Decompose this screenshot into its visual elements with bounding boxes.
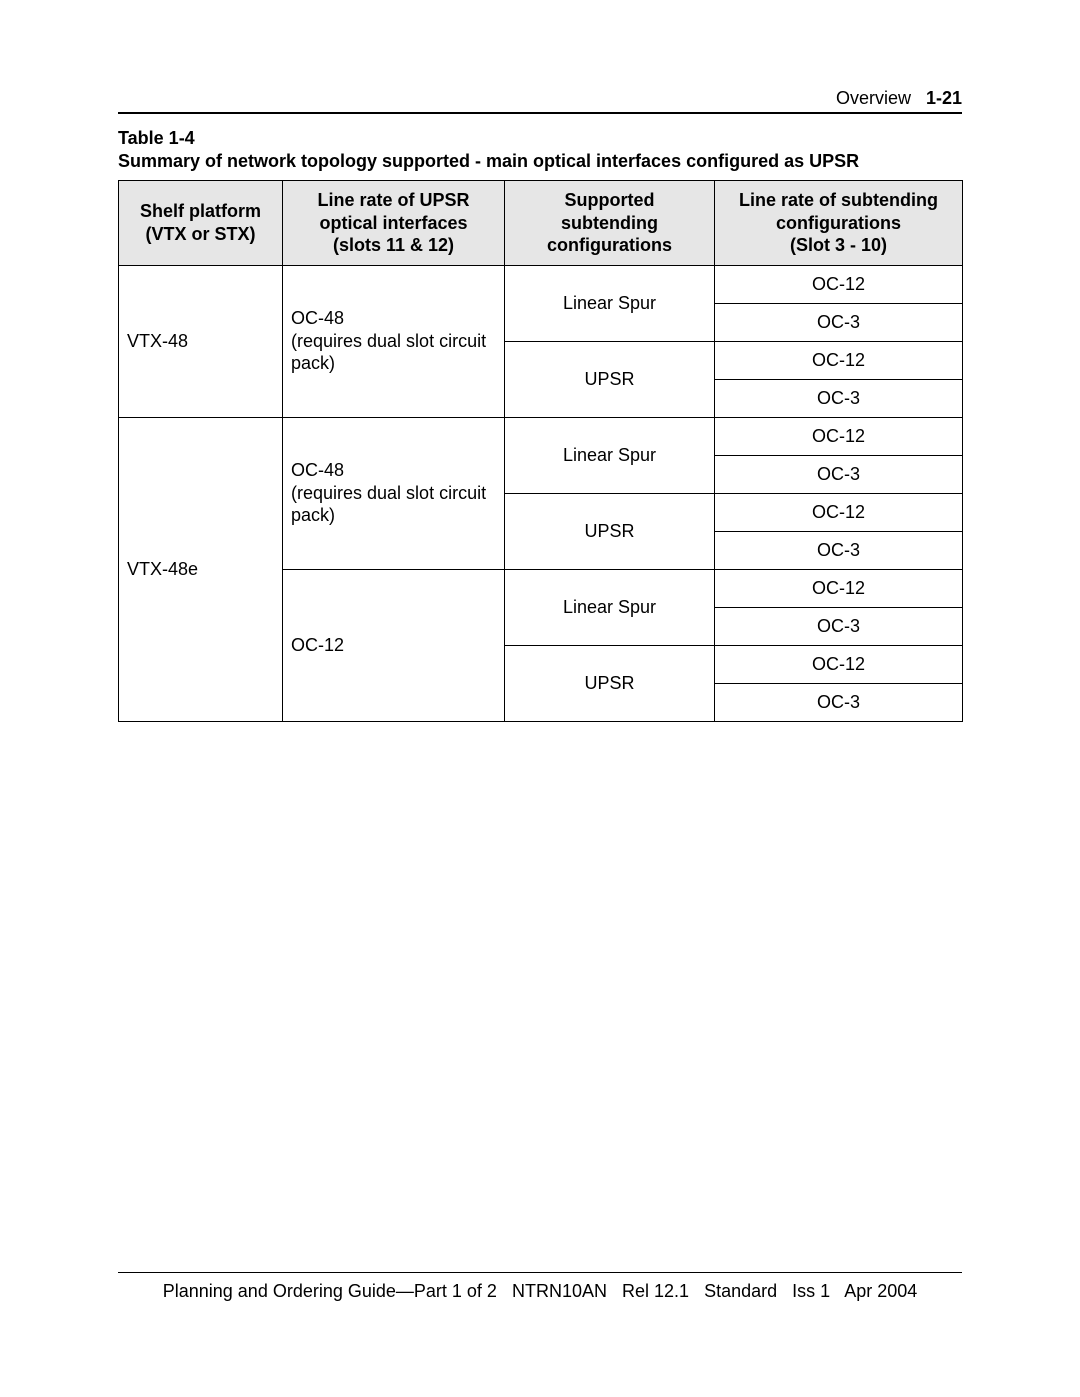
col-header-text: Line rate of UPSRoptical interfaces(slot… [317,190,469,255]
header-page-number: 1-21 [926,88,962,108]
cell-subrate: OC-3 [715,379,963,417]
cell-line-rate-main: OC-48 [291,308,344,328]
footer-date: Apr 2004 [844,1281,917,1301]
col-header: Line rate of subtendingconfigurations(Sl… [715,181,963,266]
table-row: VTX-48 OC-48 (requires dual slot circuit… [119,265,963,303]
table-label: Table 1-4 [118,128,962,149]
footer-status: Standard [704,1281,777,1301]
cell-subrate: OC-3 [715,303,963,341]
col-header: Shelf platform(VTX or STX) [119,181,283,266]
footer-doc-id: NTRN10AN [512,1281,607,1301]
footer-doc-title: Planning and Ordering Guide—Part 1 of 2 [163,1281,497,1301]
cell-subrate: OC-12 [715,645,963,683]
cell-platform: VTX-48e [119,417,283,721]
page-header: Overview 1-21 [118,88,962,114]
page-footer: Planning and Ordering Guide—Part 1 of 2 … [118,1272,962,1302]
cell-config: Linear Spur [505,569,715,645]
cell-subrate: OC-12 [715,493,963,531]
cell-line-rate-main: OC-48 [291,460,344,480]
cell-line-rate-note: (requires dual slot circuit pack) [291,483,486,526]
cell-line-rate: OC-48 (requires dual slot circuit pack) [283,265,505,417]
footer-release: Rel 12.1 [622,1281,689,1301]
cell-config: Linear Spur [505,417,715,493]
cell-subrate: OC-3 [715,455,963,493]
cell-config: UPSR [505,645,715,721]
cell-subrate: OC-12 [715,417,963,455]
cell-subrate: OC-3 [715,683,963,721]
cell-config: UPSR [505,493,715,569]
col-header-text: Supportedsubtendingconfigurations [547,190,672,255]
cell-subrate: OC-12 [715,265,963,303]
col-header-text: Shelf platform(VTX or STX) [140,201,261,244]
table-header-row: Shelf platform(VTX or STX) Line rate of … [119,181,963,266]
cell-subrate: OC-3 [715,531,963,569]
footer-issue: Iss 1 [792,1281,830,1301]
col-header: Supportedsubtendingconfigurations [505,181,715,266]
cell-line-rate: OC-12 [283,569,505,721]
topology-table: Shelf platform(VTX or STX) Line rate of … [118,180,963,722]
cell-config: Linear Spur [505,265,715,341]
header-section: Overview [836,88,911,108]
table-row: VTX-48e OC-48 (requires dual slot circui… [119,417,963,455]
col-header: Line rate of UPSRoptical interfaces(slot… [283,181,505,266]
cell-platform: VTX-48 [119,265,283,417]
table-title: Summary of network topology supported - … [118,151,962,172]
cell-line-rate: OC-48 (requires dual slot circuit pack) [283,417,505,569]
col-header-text: Line rate of subtendingconfigurations(Sl… [739,190,938,255]
cell-subrate: OC-12 [715,341,963,379]
cell-subrate: OC-3 [715,607,963,645]
cell-config: UPSR [505,341,715,417]
cell-subrate: OC-12 [715,569,963,607]
cell-line-rate-note: (requires dual slot circuit pack) [291,331,486,374]
